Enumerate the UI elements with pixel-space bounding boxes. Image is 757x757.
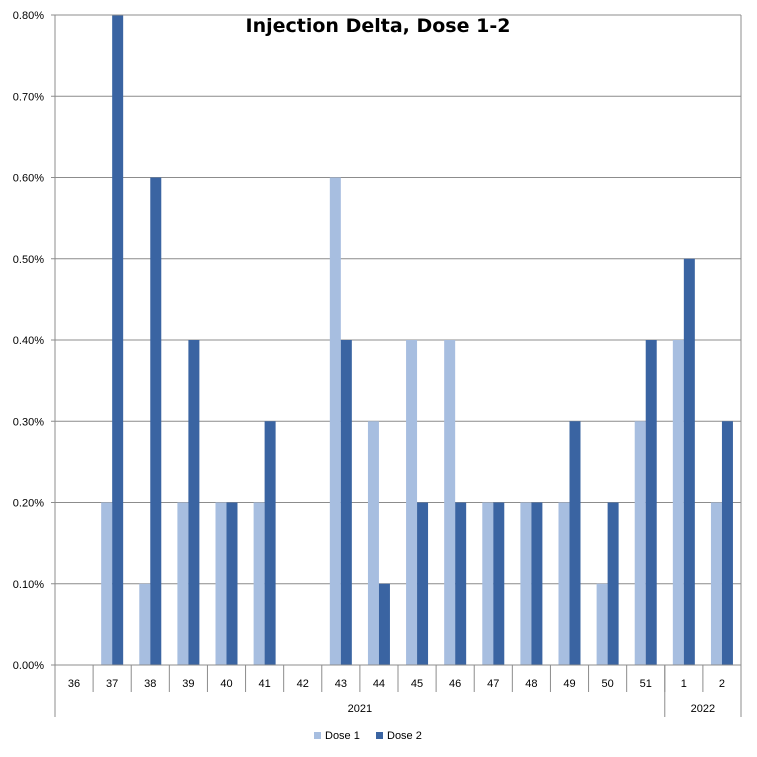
bar-dose-1 bbox=[710, 502, 722, 665]
x-tick-label: 37 bbox=[106, 678, 118, 690]
chart-title: Injection Delta, Dose 1-2 bbox=[246, 15, 511, 37]
x-group-label: 2022 bbox=[691, 703, 715, 715]
y-tick-label: 0.00% bbox=[13, 660, 44, 672]
x-tick-label: 39 bbox=[182, 678, 194, 690]
y-tick-label: 0.40% bbox=[13, 335, 44, 347]
legend-label: Dose 1 bbox=[325, 730, 360, 742]
bar-dose-1 bbox=[177, 502, 189, 665]
bar-dose-2 bbox=[417, 502, 429, 665]
bar-dose-2 bbox=[531, 502, 543, 665]
x-tick-label: 43 bbox=[335, 678, 347, 690]
bar-dose-2 bbox=[569, 421, 581, 665]
bar-dose-2 bbox=[112, 15, 124, 665]
x-tick-label: 49 bbox=[563, 678, 575, 690]
x-tick-label: 48 bbox=[525, 678, 537, 690]
bar-dose-2 bbox=[455, 502, 467, 665]
x-tick-label: 51 bbox=[640, 678, 652, 690]
bar-dose-1 bbox=[406, 340, 418, 665]
x-tick-label: 1 bbox=[681, 678, 687, 690]
bar-dose-2 bbox=[340, 340, 352, 665]
x-tick-label: 41 bbox=[258, 678, 270, 690]
bar-dose-2 bbox=[188, 340, 200, 665]
x-tick-label: 46 bbox=[449, 678, 461, 690]
x-tick-label: 45 bbox=[411, 678, 423, 690]
x-tick-label: 50 bbox=[601, 678, 613, 690]
bar-dose-2 bbox=[607, 502, 619, 665]
axes: 0.00% 0.10% 0.20% 0.30% 0.40% 0.50% 0.60% 0.70%… bbox=[13, 10, 742, 717]
bar-dose-2 bbox=[378, 583, 390, 665]
bar-dose-2 bbox=[721, 421, 733, 665]
bar-dose-2 bbox=[150, 177, 162, 665]
bar-dose-2 bbox=[683, 258, 695, 665]
bar-dose-1 bbox=[215, 502, 227, 665]
x-tick-label: 42 bbox=[297, 678, 309, 690]
x-group-label: 2021 bbox=[348, 703, 372, 715]
x-tick-label: 40 bbox=[220, 678, 232, 690]
bar-dose-1 bbox=[367, 421, 379, 665]
bar-dose-1 bbox=[634, 421, 646, 665]
y-tick-label: 0.10% bbox=[13, 579, 44, 591]
bar-dose-2 bbox=[226, 502, 238, 665]
y-tick-label: 0.20% bbox=[13, 498, 44, 510]
bar-dose-1 bbox=[253, 502, 265, 665]
x-tick-label: 2 bbox=[719, 678, 725, 690]
bar-dose-1 bbox=[139, 583, 151, 665]
x-tick-label: 47 bbox=[487, 678, 499, 690]
x-tick-label: 44 bbox=[373, 678, 385, 690]
bar-dose-1 bbox=[596, 583, 608, 665]
bar-dose-2 bbox=[645, 340, 657, 665]
y-tick-label: 0.80% bbox=[13, 10, 44, 22]
y-tick-label: 0.30% bbox=[13, 416, 44, 428]
legend-label: Dose 2 bbox=[387, 730, 422, 742]
x-tick-label: 36 bbox=[68, 678, 80, 690]
legend-swatch-dose-2 bbox=[376, 732, 383, 739]
bar-dose-1 bbox=[444, 340, 456, 665]
y-tick-label: 0.60% bbox=[13, 173, 44, 185]
bar-dose-1 bbox=[329, 177, 341, 665]
legend: Dose 1 Dose 2 bbox=[314, 730, 422, 742]
legend-swatch-dose-1 bbox=[314, 732, 321, 739]
bars bbox=[101, 15, 733, 665]
bar-dose-2 bbox=[493, 502, 505, 665]
bar-dose-1 bbox=[558, 502, 570, 665]
bar-dose-1 bbox=[482, 502, 494, 665]
y-tick-label: 0.70% bbox=[13, 91, 44, 103]
bar-dose-1 bbox=[101, 502, 113, 665]
y-tick-label: 0.50% bbox=[13, 254, 44, 266]
bar-dose-1 bbox=[672, 340, 684, 665]
bar-dose-1 bbox=[520, 502, 532, 665]
bar-dose-2 bbox=[264, 421, 276, 665]
x-tick-label: 38 bbox=[144, 678, 156, 690]
